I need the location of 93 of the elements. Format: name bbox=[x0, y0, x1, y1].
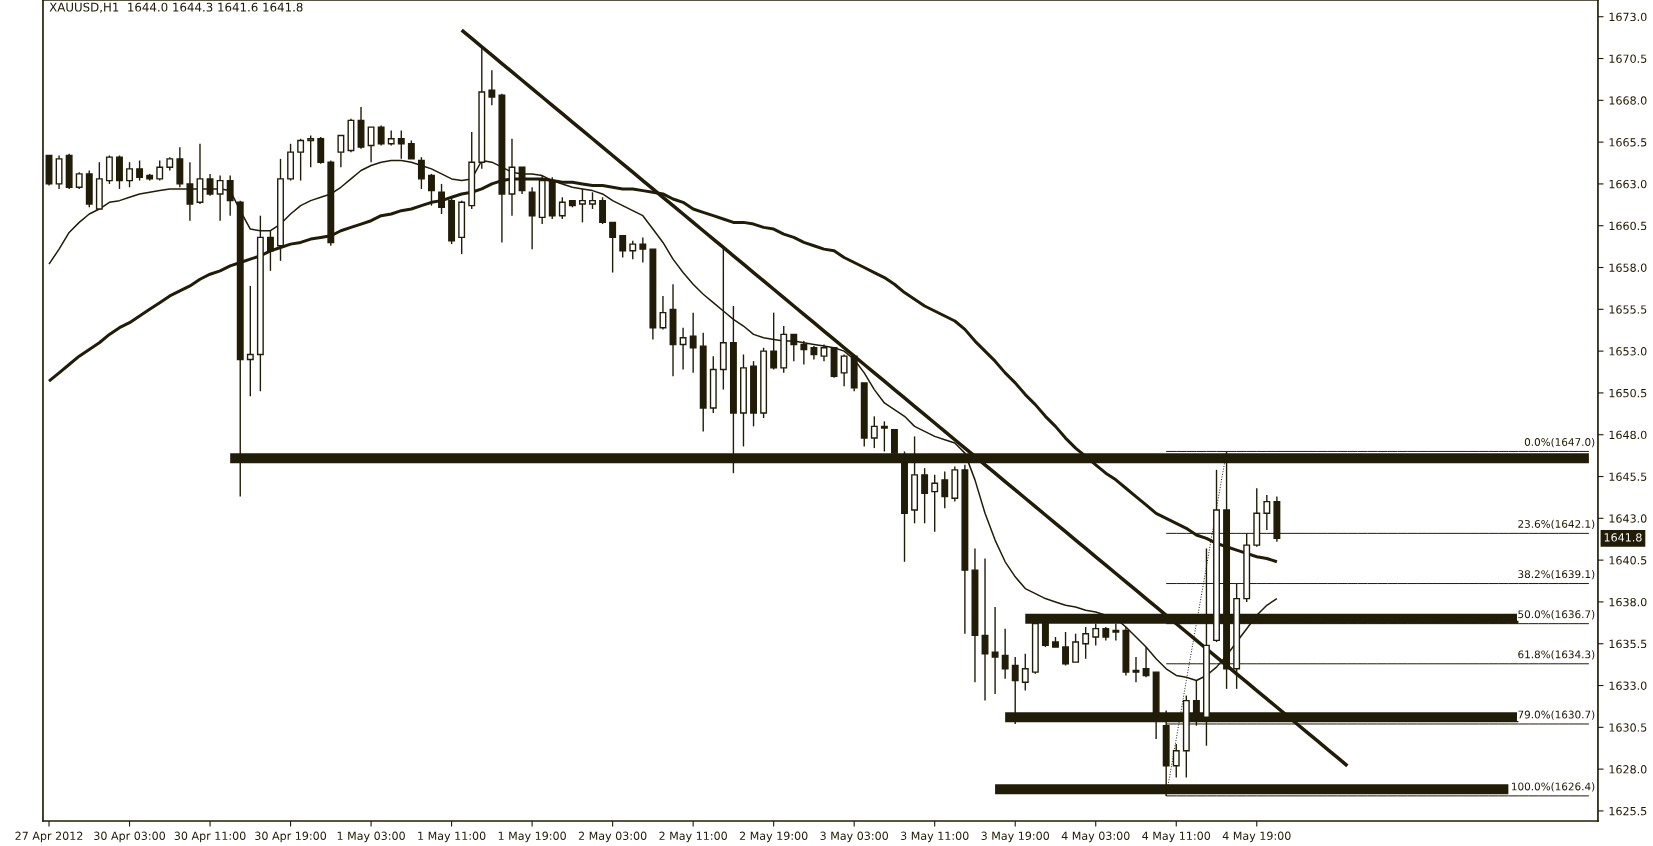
y-tick-label: 1628.0 bbox=[1609, 765, 1647, 774]
x-tick-label: 3 May 03:00 bbox=[820, 831, 889, 843]
candlestick bbox=[105, 154, 113, 185]
y-tick-label: 1630.5 bbox=[1609, 723, 1647, 732]
candlestick bbox=[337, 134, 345, 168]
candlestick bbox=[689, 311, 697, 374]
x-tick-label: 27 Apr 2012 bbox=[15, 831, 83, 843]
candlestick bbox=[991, 606, 999, 695]
candlestick bbox=[558, 196, 566, 220]
candlestick bbox=[126, 161, 133, 188]
x-tick-label: 30 Apr 03:00 bbox=[94, 831, 166, 843]
candlestick bbox=[1062, 631, 1070, 667]
x-tick-label: 4 May 19:00 bbox=[1222, 831, 1291, 843]
y-tick-label: 1653.0 bbox=[1609, 347, 1647, 356]
y-tick-label: 1663.0 bbox=[1609, 179, 1647, 189]
legend-label: 23.6%(1642.1) bbox=[1518, 519, 1595, 530]
x-tick-label: 1 May 03:00 bbox=[337, 831, 405, 843]
y-tick-label: 1670.5 bbox=[1609, 54, 1647, 63]
x-tick-label: 4 May 11:00 bbox=[1142, 831, 1211, 843]
candlestick bbox=[377, 124, 385, 147]
x-tick-label: 3 May 19:00 bbox=[981, 831, 1050, 843]
legend-label: 61.8%(1634.3) bbox=[1518, 650, 1595, 660]
y-tick-label: 1673.0 bbox=[1609, 12, 1647, 22]
legend-label: 38.2%(1639.1) bbox=[1518, 569, 1595, 580]
candlestick bbox=[609, 221, 617, 274]
y-tick-label: 1635.5 bbox=[1609, 639, 1647, 649]
candlestick bbox=[297, 138, 305, 182]
candlestick bbox=[840, 353, 848, 387]
candlestick bbox=[206, 173, 214, 197]
candlestick bbox=[488, 69, 496, 107]
candlestick bbox=[941, 470, 949, 509]
x-tick-label: 2 May 03:00 bbox=[578, 831, 647, 843]
y-tick-label: 1655.5 bbox=[1609, 305, 1647, 314]
x-tick-label: 1 May 19:00 bbox=[498, 831, 566, 843]
y-tick-label: 1658.0 bbox=[1609, 263, 1647, 272]
x-tick-label: 2 May 11:00 bbox=[659, 831, 727, 843]
x-tick-label: 2 May 19:00 bbox=[739, 831, 808, 843]
candlestick bbox=[226, 174, 234, 217]
candlestick bbox=[931, 474, 939, 533]
x-tick-label: 3 May 11:00 bbox=[900, 831, 969, 843]
series-label: 100.0%(1626.4) bbox=[1512, 782, 1595, 792]
candlestick bbox=[880, 420, 888, 453]
candlestick bbox=[1001, 627, 1009, 680]
legend-label: 50.0%(1636.7) bbox=[1518, 610, 1595, 620]
candlestick bbox=[599, 196, 607, 225]
candlestick bbox=[116, 154, 123, 190]
candlestick bbox=[1082, 626, 1090, 660]
chart-title: XAUUSD,H1 1644.0 1644.3 1641.6 1641.8 bbox=[49, 2, 303, 13]
y-tick-label: 1648.0 bbox=[1609, 430, 1647, 440]
candlestick bbox=[528, 186, 536, 250]
x-tick-label: 30 Apr 11:00 bbox=[174, 831, 246, 843]
candlestick bbox=[367, 126, 375, 163]
candlestick bbox=[246, 285, 254, 397]
candlestick bbox=[870, 415, 878, 449]
y-tick-label: 1665.5 bbox=[1609, 138, 1647, 147]
candlestick bbox=[266, 230, 274, 272]
text: 1641.8 bbox=[1604, 533, 1642, 542]
series-label: 79.0%(1630.7) bbox=[1518, 710, 1595, 720]
candlestick bbox=[679, 327, 687, 371]
candlestick bbox=[156, 159, 164, 182]
y-tick-label: 1668.0 bbox=[1609, 96, 1647, 105]
candlestick bbox=[639, 236, 647, 264]
candlestick bbox=[1132, 656, 1140, 683]
candlestick bbox=[1142, 646, 1150, 678]
y-tick-label: 1660.5 bbox=[1609, 221, 1647, 231]
x-tick-label: 1 May 11:00 bbox=[418, 831, 486, 843]
candlestick bbox=[800, 340, 808, 366]
y-tick-label: 1625.5 bbox=[1609, 806, 1647, 816]
y-tick-label: 1643.0 bbox=[1609, 514, 1647, 523]
candlestick bbox=[578, 188, 586, 224]
candlestick bbox=[659, 295, 667, 331]
x-tick-label: 30 Apr 19:00 bbox=[255, 831, 327, 843]
candlestick bbox=[619, 235, 627, 259]
x-tick-label: 4 May 03:00 bbox=[1061, 831, 1130, 843]
candlestick bbox=[770, 311, 778, 371]
y-tick-label: 1633.0 bbox=[1609, 681, 1647, 690]
candlestick bbox=[1072, 632, 1080, 663]
candlestick bbox=[136, 159, 144, 182]
candlestick bbox=[216, 174, 224, 222]
y-tick-label: 1638.0 bbox=[1609, 597, 1647, 607]
candlestick bbox=[629, 240, 637, 260]
candlestick bbox=[438, 183, 445, 215]
y-tick-label: 1645.5 bbox=[1609, 472, 1647, 481]
candlestick bbox=[1172, 743, 1180, 779]
candlestick bbox=[921, 467, 929, 525]
candlestick bbox=[317, 136, 325, 165]
y-tick-label: 1640.5 bbox=[1609, 556, 1647, 565]
legend-label: 0.0%(1647.0) bbox=[1524, 437, 1595, 448]
candlestick bbox=[1021, 653, 1029, 692]
candlestick bbox=[307, 134, 315, 168]
candlestick bbox=[790, 333, 798, 362]
candlestick bbox=[1263, 494, 1271, 531]
y-tick-label: 1650.5 bbox=[1609, 388, 1647, 398]
